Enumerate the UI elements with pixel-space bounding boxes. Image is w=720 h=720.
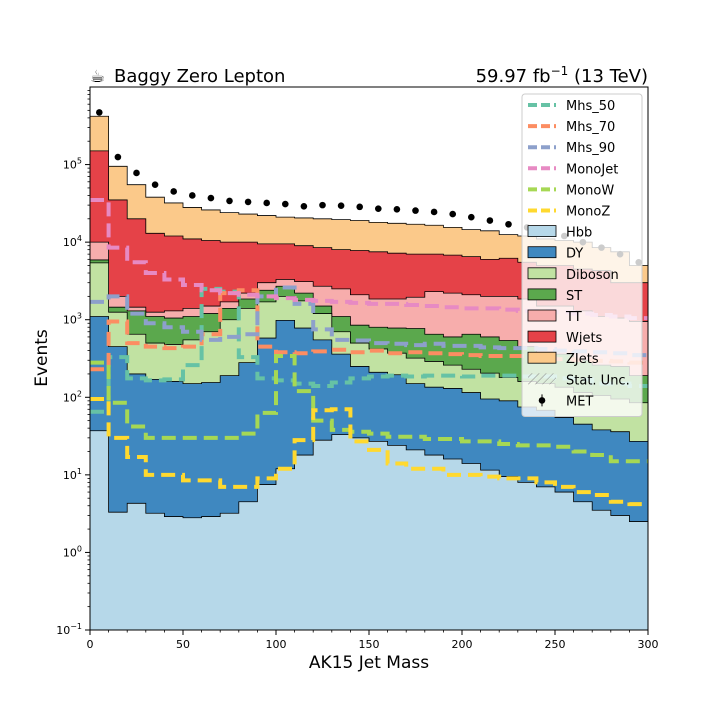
legend-swatch bbox=[527, 246, 557, 259]
title-left-icon: ☕ bbox=[90, 67, 105, 87]
data-point bbox=[505, 220, 512, 228]
data-point bbox=[430, 208, 438, 216]
data-point bbox=[300, 202, 308, 210]
legend-swatch bbox=[527, 288, 557, 301]
legend-label: TT bbox=[565, 310, 582, 325]
data-point bbox=[207, 194, 215, 202]
legend-label: Mhs_90 bbox=[566, 141, 615, 156]
legend-label: Wjets bbox=[566, 331, 603, 346]
data-point bbox=[189, 192, 196, 199]
background-stack bbox=[90, 115, 648, 630]
signal-monow bbox=[90, 354, 648, 464]
legend-label: Mhs_50 bbox=[566, 99, 615, 114]
legend-label: DY bbox=[566, 247, 583, 262]
legend-swatch bbox=[527, 309, 557, 322]
data-point bbox=[375, 205, 382, 212]
legend-entry-dy: DY bbox=[527, 246, 583, 262]
data-point bbox=[96, 109, 103, 116]
plot-frame bbox=[89, 86, 649, 631]
data-point bbox=[468, 213, 475, 221]
legend-swatch bbox=[527, 267, 557, 280]
x-tick-label: 0 bbox=[87, 638, 94, 651]
legend-label: Diboson bbox=[566, 268, 619, 283]
x-tick-label: 100 bbox=[266, 638, 287, 651]
legend-label: MonoW bbox=[566, 183, 614, 198]
legend-label: Mhs_70 bbox=[566, 120, 615, 135]
legend-entry-zjets: ZJets bbox=[527, 351, 599, 367]
legend-label: MonoJet bbox=[566, 162, 618, 177]
legend-label: Stat. Unc. bbox=[566, 373, 630, 388]
data-point bbox=[244, 198, 252, 206]
legend-entry-monojet: MonoJet bbox=[528, 162, 618, 177]
stack-hbb bbox=[90, 430, 648, 630]
legend-entry-st: ST bbox=[527, 288, 582, 304]
data-point bbox=[170, 188, 177, 195]
y-tick-label: 100 bbox=[63, 544, 82, 559]
legend-swatch bbox=[527, 225, 557, 238]
data-point bbox=[263, 199, 271, 207]
data-point bbox=[226, 197, 233, 205]
x-axis-label: AK15 Jet Mass bbox=[309, 653, 429, 673]
legend-entry-wjets: Wjets bbox=[527, 330, 603, 346]
title-right: 59.97 fb−1 (13 TeV) bbox=[476, 64, 648, 87]
data-point bbox=[393, 206, 401, 213]
x-tick-label: 150 bbox=[359, 638, 380, 651]
data-point bbox=[449, 210, 457, 218]
y-tick-label: 104 bbox=[63, 234, 82, 249]
data-point bbox=[133, 169, 140, 177]
legend-entry-mhs-70: Mhs_70 bbox=[528, 120, 615, 135]
signal-monoz bbox=[90, 397, 648, 507]
y-tick-label: 101 bbox=[63, 467, 82, 482]
legend-swatch bbox=[527, 351, 557, 364]
legend-label: ZJets bbox=[566, 352, 599, 367]
legend: Mhs_50 Mhs_70 Mhs_90 MonoJet MonoW MonoZ Hbb DY… bbox=[521, 93, 643, 417]
legend-swatch bbox=[528, 373, 556, 385]
legend-label: MonoZ bbox=[566, 205, 610, 220]
y-tick-label: 105 bbox=[63, 157, 82, 172]
legend-entry-stat-unc: Stat. Unc. bbox=[528, 373, 630, 388]
legend-entry-mhs-50: Mhs_50 bbox=[528, 99, 615, 114]
data-point bbox=[114, 153, 122, 161]
title-left: Baggy Zero Lepton bbox=[114, 66, 285, 87]
legend-swatch bbox=[527, 330, 557, 343]
legend-entry-monow: MonoW bbox=[528, 183, 614, 198]
data-point bbox=[356, 203, 364, 211]
x-tick-label: 300 bbox=[638, 638, 659, 651]
y-tick-label: 102 bbox=[63, 389, 82, 404]
data-point bbox=[337, 202, 345, 209]
data-point bbox=[319, 201, 326, 209]
x-tick-label: 200 bbox=[452, 638, 473, 651]
y-axis-label: Events bbox=[32, 329, 52, 387]
legend-swatch bbox=[538, 397, 546, 404]
legend-entry-monoz: MonoZ bbox=[528, 205, 610, 220]
x-tick-label: 250 bbox=[545, 638, 566, 651]
data-point bbox=[486, 217, 494, 224]
legend-label: ST bbox=[566, 289, 582, 304]
y-tick-label: 10−1 bbox=[56, 622, 82, 637]
y-tick-label: 103 bbox=[63, 312, 82, 327]
legend-entry-met: MET bbox=[538, 394, 593, 409]
legend-entry-hbb: Hbb bbox=[527, 225, 592, 241]
legend-entry-diboson: Diboson bbox=[527, 267, 619, 283]
data-point bbox=[282, 200, 289, 208]
data-point bbox=[412, 207, 419, 214]
legend-entry-mhs-90: Mhs_90 bbox=[528, 141, 615, 156]
legend-label: Hbb bbox=[566, 226, 592, 241]
legend-label: MET bbox=[566, 394, 593, 409]
legend-entry-tt: TT bbox=[527, 309, 582, 325]
x-tick-label: 50 bbox=[176, 638, 190, 651]
data-point bbox=[151, 181, 159, 189]
